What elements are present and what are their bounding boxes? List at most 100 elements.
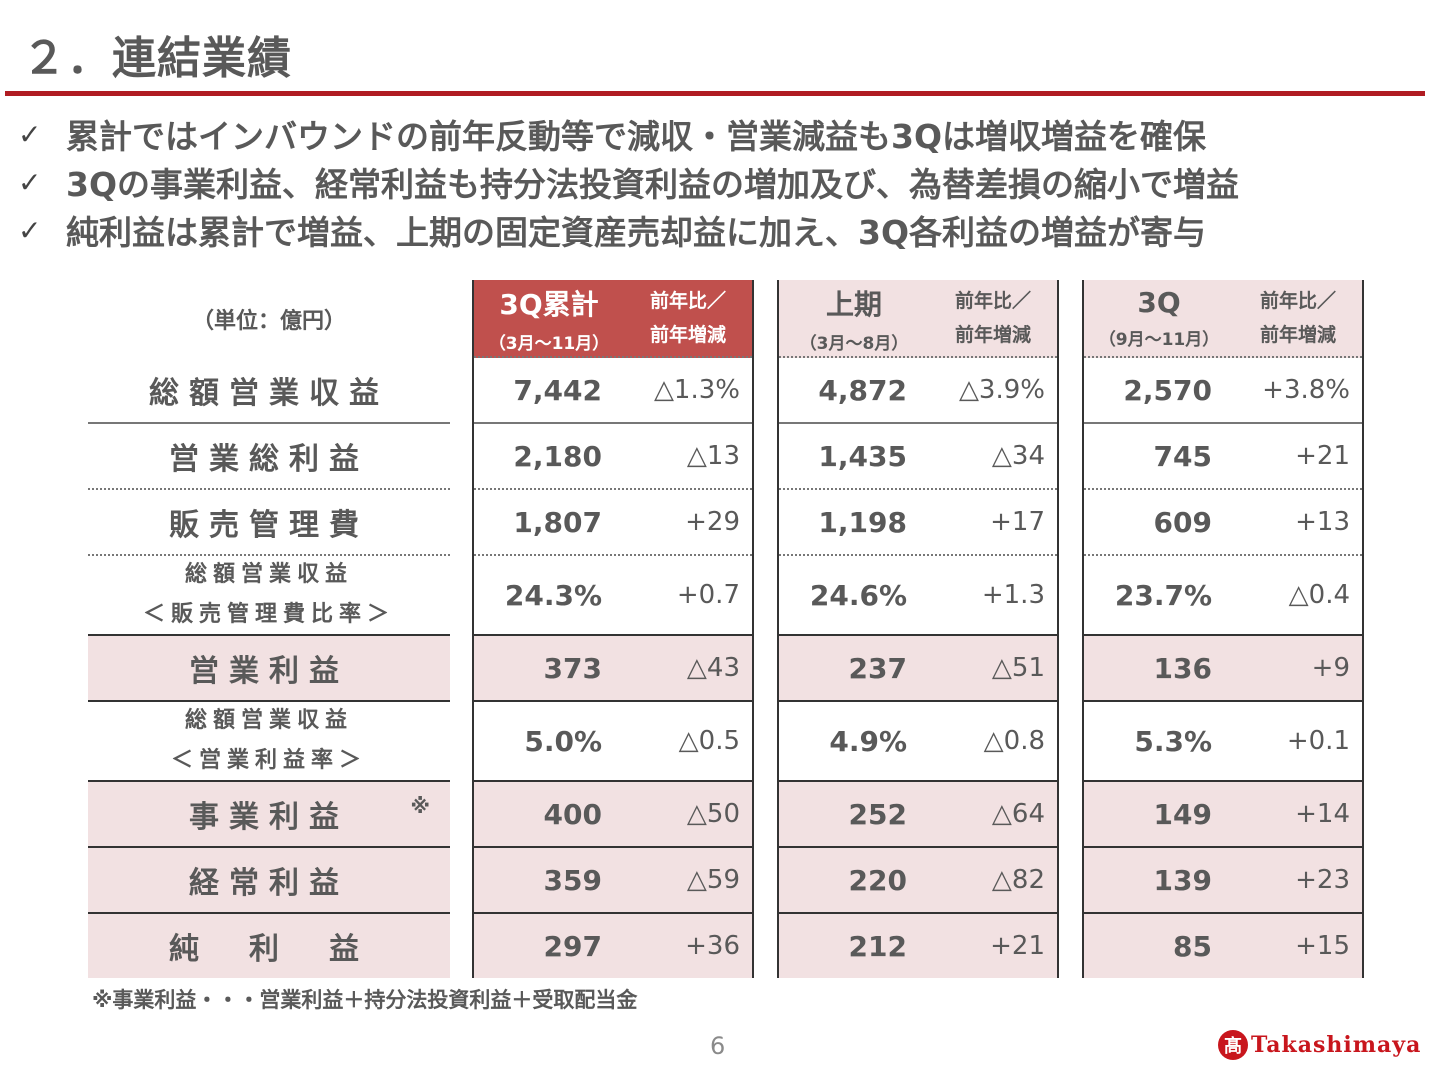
column-subheader: 前年増減 xyxy=(1259,324,1336,346)
cell-value: 373 xyxy=(543,651,602,685)
check-icon: ✓ xyxy=(18,213,42,247)
bullet-item: ✓ 純利益は累計で増益、上期の固定資産売却益に加え、3Q各利益の増益が寄与 xyxy=(18,206,1239,254)
row-label-text: 総額営業収益 xyxy=(184,708,353,733)
table-row: 2,570 +3.8% xyxy=(1084,358,1362,424)
column-subheader: 前年比／ xyxy=(954,290,1031,312)
row-label-text: 事業利益 xyxy=(189,800,349,835)
cell-value: 5.3% xyxy=(1134,724,1212,758)
table-row: 252 △64 xyxy=(779,782,1057,848)
column-subheader: 前年比／ xyxy=(649,290,726,312)
table-row: 24.6% +1.3 xyxy=(779,556,1057,636)
cell-change: +1.3 xyxy=(981,580,1045,610)
bullet-text: 3Qの事業利益、経常利益も持分法投資利益の増加及び、為替差損の縮小で増益 xyxy=(66,165,1240,204)
cell-value: 23.7% xyxy=(1114,578,1212,612)
cell-value: 4,872 xyxy=(818,373,907,407)
column-header: 3Q （9月～11月） 前年比／ 前年増減 xyxy=(1084,280,1362,358)
table-row: 373 △43 xyxy=(474,636,752,702)
cell-value: 609 xyxy=(1153,505,1212,539)
cell-change: +23 xyxy=(1295,865,1350,895)
column-period: （3月～8月） xyxy=(799,333,909,354)
title-divider xyxy=(5,91,1425,96)
cell-value: 2,180 xyxy=(513,439,602,473)
cell-change: △34 xyxy=(991,441,1045,471)
cell-value: 2,570 xyxy=(1123,373,1212,407)
column-title: 上期 xyxy=(825,287,882,321)
cell-value: 252 xyxy=(848,797,907,831)
cell-change: △0.5 xyxy=(678,726,740,756)
summary-bullets: ✓ 累計ではインバウンドの前年反動等で減収・営業減益も3Qは増収増益を確保 ✓ … xyxy=(18,110,1239,254)
table-row: 85 +15 xyxy=(1084,914,1362,978)
table-row: 5.0% △0.5 xyxy=(474,702,752,782)
table-row: 297 +36 xyxy=(474,914,752,978)
column-title: 3Q xyxy=(1137,286,1181,319)
cell-change: △51 xyxy=(991,653,1045,683)
bullet-item: ✓ 累計ではインバウンドの前年反動等で減収・営業減益も3Qは増収増益を確保 xyxy=(18,110,1239,158)
row-label-text: 営業利益 xyxy=(189,654,349,689)
table-row: 1,435 △34 xyxy=(779,424,1057,490)
bullet-item: ✓ 3Qの事業利益、経常利益も持分法投資利益の増加及び、為替差損の縮小で増益 xyxy=(18,158,1239,206)
table-row: 4.9% △0.8 xyxy=(779,702,1057,782)
cell-value: 212 xyxy=(848,929,907,963)
row-label-sga-ratio: 総額営業収益 ＜販売管理費比率＞ xyxy=(88,556,450,636)
cell-value: 237 xyxy=(848,651,907,685)
row-label-ordinary-profit: 経常利益 xyxy=(88,848,450,914)
table-row: 212 +21 xyxy=(779,914,1057,978)
row-label-subtext: ＜販売管理費比率＞ xyxy=(142,602,395,627)
cell-change: △59 xyxy=(686,865,740,895)
table-row: 4,872 △3.9% xyxy=(779,358,1057,424)
column-block-first-half: 上期 （3月～8月） 前年比／ 前年増減 4,872 △3.9% 1,435 △34 1… xyxy=(777,280,1059,978)
column-header: 上期 （3月～8月） 前年比／ 前年増減 xyxy=(779,280,1057,358)
cell-value: 7,442 xyxy=(513,373,602,407)
column-period: （3月～11月） xyxy=(488,333,610,354)
row-label-gross-profit: 営業総利益 xyxy=(88,424,450,490)
cell-change: +36 xyxy=(685,931,740,961)
check-icon: ✓ xyxy=(18,117,42,151)
cell-change: +9 xyxy=(1311,653,1350,683)
cell-change: △64 xyxy=(991,799,1045,829)
table-row: 139 +23 xyxy=(1084,848,1362,914)
row-label-operating-profit: 営業利益 xyxy=(88,636,450,702)
column-subheader: 前年比／ xyxy=(1259,290,1336,312)
cell-change: △0.4 xyxy=(1288,580,1350,610)
table-row: 359 △59 xyxy=(474,848,752,914)
row-label-text: 経常利益 xyxy=(189,866,349,901)
cell-change: △13 xyxy=(686,441,740,471)
footnote: ※事業利益・・・営業利益＋持分法投資利益＋受取配当金 xyxy=(92,988,638,1012)
table-row: 220 △82 xyxy=(779,848,1057,914)
page-title: ２．連結業績 xyxy=(22,33,292,84)
cell-change: +14 xyxy=(1295,799,1350,829)
cell-value: 139 xyxy=(1153,863,1212,897)
cell-value: 149 xyxy=(1153,797,1212,831)
cell-change: +29 xyxy=(685,507,740,537)
takashimaya-crest-icon: 髙 xyxy=(1218,1030,1248,1060)
column-subheader: 前年増減 xyxy=(954,324,1031,346)
cell-change: +17 xyxy=(990,507,1045,537)
cell-change: +13 xyxy=(1295,507,1350,537)
row-label-text: 総額営業収益 xyxy=(149,376,389,411)
page-number: 6 xyxy=(710,1032,726,1060)
cell-change: +15 xyxy=(1295,931,1350,961)
table-row: 136 +9 xyxy=(1084,636,1362,702)
column-block-3q: 3Q （9月～11月） 前年比／ 前年増減 2,570 +3.8% 745 +21 60… xyxy=(1082,280,1364,978)
cell-change: +0.1 xyxy=(1286,726,1350,756)
row-label-text: 総額営業収益 xyxy=(184,562,353,587)
table-row: 7,442 △1.3% xyxy=(474,358,752,424)
table-row: 23.7% △0.4 xyxy=(1084,556,1362,636)
table-row: 1,807 +29 xyxy=(474,490,752,556)
cell-change: +21 xyxy=(990,931,1045,961)
column-block-3q-cumulative: 3Q累計 （3月～11月） 前年比／ 前年増減 7,442 △1.3% 2,180 △1… xyxy=(472,280,754,978)
logo-wordmark: Takashimaya xyxy=(1251,1032,1422,1058)
cell-value: 5.0% xyxy=(524,724,602,758)
cell-change: △3.9% xyxy=(958,375,1045,405)
cell-value: 297 xyxy=(543,929,602,963)
table-row: 1,198 +17 xyxy=(779,490,1057,556)
row-label-sga: 販売管理費 xyxy=(88,490,450,556)
cell-value: 24.6% xyxy=(809,578,907,612)
row-labels: 総額営業収益 営業総利益 販売管理費 総額営業収益 ＜販売管理費比率＞ 営業利益 … xyxy=(88,358,450,978)
row-label-total-revenue: 総額営業収益 xyxy=(88,358,450,424)
row-label-net-profit: 純 利 益 xyxy=(88,914,450,978)
cell-value: 220 xyxy=(848,863,907,897)
cell-change: △0.8 xyxy=(983,726,1045,756)
row-label-text: 営業総利益 xyxy=(169,442,369,477)
bullet-text: 累計ではインバウンドの前年反動等で減収・営業減益も3Qは増収増益を確保 xyxy=(66,117,1207,156)
